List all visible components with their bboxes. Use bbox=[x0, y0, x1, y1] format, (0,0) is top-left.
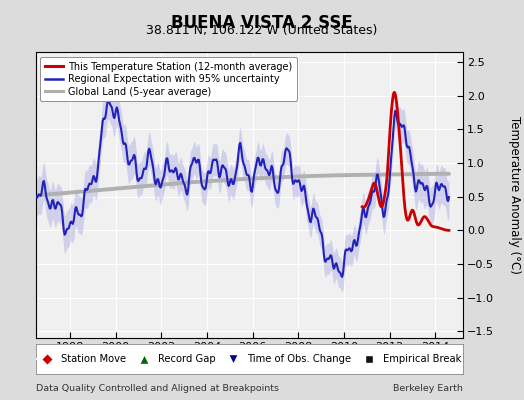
Y-axis label: Temperature Anomaly (°C): Temperature Anomaly (°C) bbox=[508, 116, 521, 274]
Text: BUENA VISTA 2 SSE: BUENA VISTA 2 SSE bbox=[171, 14, 353, 32]
Text: 38.811 N, 106.122 W (United States): 38.811 N, 106.122 W (United States) bbox=[146, 24, 378, 37]
Legend: Station Move, Record Gap, Time of Obs. Change, Empirical Break: Station Move, Record Gap, Time of Obs. C… bbox=[34, 351, 465, 367]
Text: Berkeley Earth: Berkeley Earth bbox=[393, 384, 463, 393]
Legend: This Temperature Station (12-month average), Regional Expectation with 95% uncer: This Temperature Station (12-month avera… bbox=[40, 57, 297, 102]
Text: Data Quality Controlled and Aligned at Breakpoints: Data Quality Controlled and Aligned at B… bbox=[36, 384, 279, 393]
